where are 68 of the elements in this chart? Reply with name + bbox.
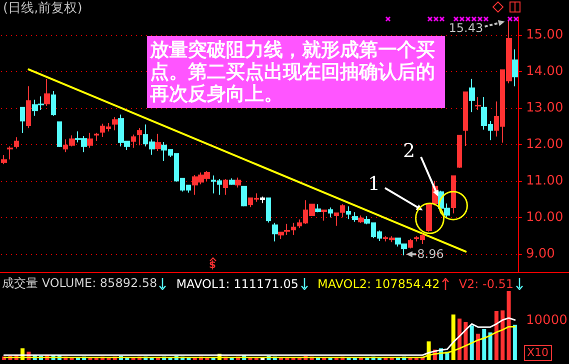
candlestick — [137, 128, 142, 146]
candlestick — [131, 134, 136, 148]
candlestick — [284, 223, 290, 236]
candlestick — [512, 48, 518, 87]
candlestick — [57, 121, 62, 148]
candlestick — [112, 116, 118, 131]
bar — [464, 322, 468, 360]
candlestick — [241, 186, 247, 207]
bar — [476, 334, 480, 360]
y-tick-label: 9.00 — [526, 246, 555, 262]
candlestick — [51, 90, 56, 116]
candlestick — [44, 78, 50, 106]
candlestick — [272, 222, 278, 242]
text: 10000 — [526, 313, 568, 328]
bar — [494, 311, 498, 360]
annotation: 2 — [403, 140, 416, 162]
candlestick — [457, 134, 462, 168]
candlestick — [475, 96, 481, 110]
candlestick — [87, 132, 93, 148]
candlestick — [315, 204, 321, 213]
y-tick-label: 14.00 — [526, 64, 564, 80]
y-tick-label: 11.00 — [526, 173, 564, 188]
bar — [470, 326, 474, 360]
text: V2: -0.51 — [458, 276, 514, 290]
candlestick — [278, 232, 284, 240]
candlestick — [94, 132, 99, 142]
candlestick — [328, 207, 333, 218]
bar — [506, 291, 511, 360]
bar — [482, 328, 486, 360]
y-tick-label: 15.00 — [526, 28, 564, 43]
candlestick — [1, 154, 7, 165]
text: MAVOL2: 107854.42 — [318, 276, 440, 290]
candlestick — [14, 136, 19, 150]
candlestick — [229, 178, 235, 186]
candlestick — [469, 78, 475, 113]
bar — [488, 332, 492, 360]
bar — [458, 318, 462, 360]
candlestick — [20, 106, 25, 134]
annotation: 8.96 — [417, 247, 444, 262]
candlestick — [26, 86, 31, 129]
text: 成交量 VOLUME: 85892.58 — [2, 275, 158, 292]
candlestick — [352, 212, 358, 222]
candlestick — [155, 133, 161, 152]
candlestick — [426, 204, 432, 232]
candlestick — [260, 196, 265, 204]
candlestick — [346, 206, 351, 220]
candlestick — [321, 210, 327, 222]
y-tick-label: 10.00 — [526, 210, 564, 225]
annotation: 15.43 — [448, 20, 484, 35]
annotation: 1 — [368, 173, 380, 195]
candlestick — [235, 177, 241, 188]
y-tick-label: 13.00 — [526, 100, 564, 116]
candlestick — [266, 198, 271, 223]
text: MAVOL1: 111171.05 — [176, 276, 298, 290]
candlestick — [408, 238, 413, 249]
y-tick-label: 12.00 — [526, 137, 564, 152]
candlestick — [7, 146, 13, 160]
candlestick — [463, 92, 468, 146]
bar — [500, 310, 505, 360]
candlestick — [223, 178, 228, 196]
candlestick — [451, 175, 456, 214]
candlestick — [358, 215, 364, 224]
candlestick — [291, 222, 296, 236]
annotation: $ — [209, 260, 216, 271]
annotation: 放量突破阻力线，就形成第一个买点。第二买点出现在回抽确认后的再次反身向上。 — [147, 36, 445, 108]
bar — [512, 324, 517, 360]
chart-title: (日线,前复权) — [3, 1, 82, 16]
text: X10 — [524, 345, 552, 361]
